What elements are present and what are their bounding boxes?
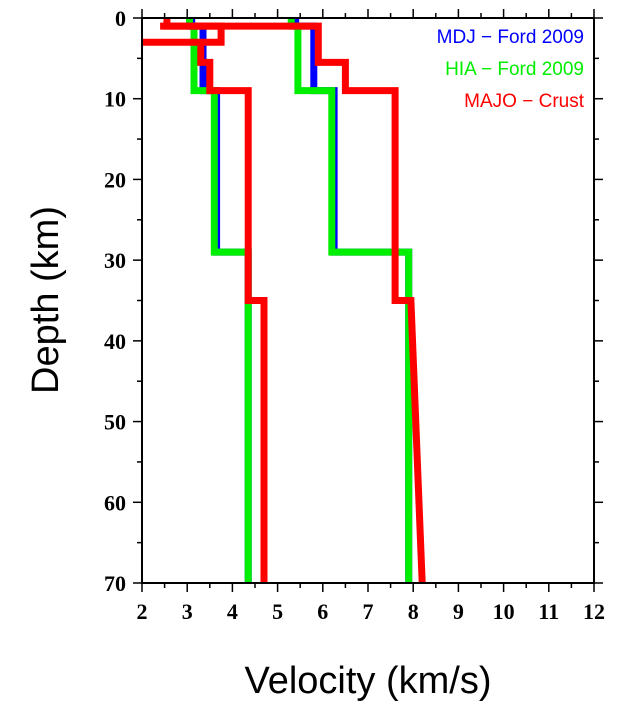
series-line-2-vp xyxy=(160,22,426,584)
x-tick-label: 11 xyxy=(538,599,559,624)
series-lines xyxy=(142,18,426,584)
plot-frame xyxy=(141,17,595,584)
tick-labels: 2 3 4 5 6 7 8 9 10 11 12 0 10 20 30 40 50 60 70 xyxy=(104,6,605,624)
legend-entry: HIA − Ford 2009 xyxy=(445,59,584,80)
y-tick-label: 70 xyxy=(104,571,126,596)
y-axis-title: Depth (km) xyxy=(25,206,67,394)
y-tick-label: 30 xyxy=(104,248,126,273)
x-tick-label: 5 xyxy=(272,599,283,624)
series-line-1-vp xyxy=(287,18,413,583)
x-tick-label: 3 xyxy=(182,599,193,624)
x-tick-label: 2 xyxy=(137,599,148,624)
x-tick-label: 7 xyxy=(363,599,374,624)
x-tick-label: 10 xyxy=(493,599,515,624)
x-axis-title: Velocity (km/s) xyxy=(244,660,491,701)
y-tick-label: 10 xyxy=(104,87,126,112)
legend-entry: MDJ − Ford 2009 xyxy=(437,27,584,48)
x-tick-label: 12 xyxy=(583,599,605,624)
x-tick-label: 6 xyxy=(317,599,328,624)
x-tick-label: 4 xyxy=(227,599,238,624)
y-tick-label: 0 xyxy=(115,6,126,31)
series-line-0-vs xyxy=(188,18,252,583)
legend: MDJ − Ford 2009 HIA − Ford 2009 MAJO − Cru… xyxy=(437,27,585,112)
y-tick-label: 40 xyxy=(104,329,126,354)
y-tick-label: 20 xyxy=(104,167,126,192)
y-tick-label: 60 xyxy=(104,490,126,515)
x-tick-label: 8 xyxy=(408,599,419,624)
legend-entry: MAJO − Crust xyxy=(464,91,585,112)
y-tick-label: 50 xyxy=(104,410,126,435)
x-tick-label: 9 xyxy=(453,599,464,624)
